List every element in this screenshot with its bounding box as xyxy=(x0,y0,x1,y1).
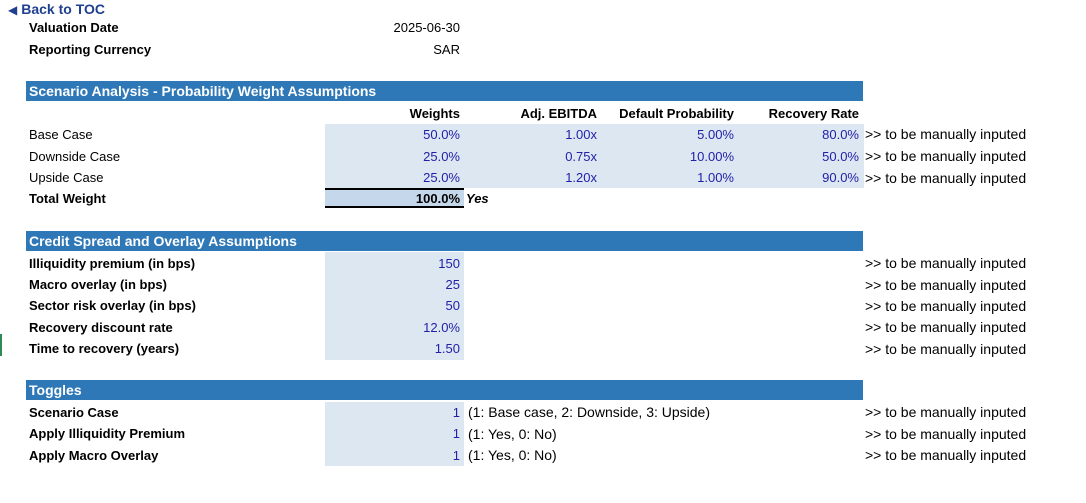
total-weight-check: Yes xyxy=(466,191,489,206)
base-recovery-cell[interactable]: 80.0% xyxy=(822,127,859,142)
illiquidity-premium-label: Illiquidity premium (in bps) xyxy=(29,256,196,271)
upside-recovery-cell[interactable]: 90.0% xyxy=(822,170,859,185)
valuation-date-cell[interactable]: 2025-06-30 xyxy=(393,20,461,35)
reporting-currency-label: Reporting Currency xyxy=(29,42,152,57)
manual-input-note: >> to be manually inputed xyxy=(865,298,1027,314)
time-to-recovery-cell[interactable]: 1.50 xyxy=(434,341,460,356)
row-label-upside-case: Upside Case xyxy=(29,170,104,185)
apply-illiquidity-premium-label: Apply Illiquidity Premium xyxy=(29,426,186,441)
credit-section-header: Credit Spread and Overlay Assumptions xyxy=(26,231,863,251)
toggles-section-header: Toggles xyxy=(26,380,863,400)
sector-risk-overlay-label: Sector risk overlay (in bps) xyxy=(29,298,196,313)
base-pd-cell[interactable]: 5.00% xyxy=(697,127,734,142)
credit-section-title: Credit Spread and Overlay Assumptions xyxy=(29,233,297,249)
base-ebitda-cell[interactable]: 1.00x xyxy=(565,127,597,142)
manual-input-note: >> to be manually inputed xyxy=(865,319,1027,335)
valuation-date-label: Valuation Date xyxy=(29,20,119,35)
back-to-toc-label: Back to TOC xyxy=(21,1,105,17)
col-header-adj-ebitda: Adj. EBITDA xyxy=(520,106,597,121)
col-header-recovery-rate: Recovery Rate xyxy=(768,106,859,121)
illiquidity-premium-cell[interactable]: 150 xyxy=(438,256,460,271)
recovery-discount-rate-cell[interactable]: 12.0% xyxy=(423,320,460,335)
sector-risk-overlay-cell[interactable]: 50 xyxy=(445,298,460,313)
selection-edge-marker xyxy=(0,334,2,356)
apply-macro-overlay-label: Apply Macro Overlay xyxy=(29,448,159,463)
col-header-weights: Weights xyxy=(409,106,460,121)
scenario-case-label: Scenario Case xyxy=(29,405,119,420)
manual-input-note: >> to be manually inputed xyxy=(865,277,1027,293)
manual-input-note: >> to be manually inputed xyxy=(865,341,1027,357)
row-label-base-case: Base Case xyxy=(29,127,93,142)
total-weight-label: Total Weight xyxy=(29,191,106,206)
apply-macro-overlay-cell[interactable]: 1 xyxy=(452,448,460,463)
manual-input-note: >> to be manually inputed xyxy=(865,126,1027,142)
downside-weight-cell[interactable]: 25.0% xyxy=(423,149,460,164)
manual-input-note: >> to be manually inputed xyxy=(865,404,1027,420)
col-header-default-probability: Default Probability xyxy=(619,106,734,121)
scenario-section-header: Scenario Analysis - Probability Weight A… xyxy=(26,81,863,101)
apply-macro-overlay-desc: (1: Yes, 0: No) xyxy=(468,447,557,463)
toggles-section-title: Toggles xyxy=(29,382,82,398)
manual-input-note: >> to be manually inputed xyxy=(865,255,1027,271)
scenario-section-title: Scenario Analysis - Probability Weight A… xyxy=(29,83,377,99)
apply-illiquidity-premium-desc: (1: Yes, 0: No) xyxy=(468,426,557,442)
manual-input-note: >> to be manually inputed xyxy=(865,426,1027,442)
total-weight-box xyxy=(325,188,464,208)
manual-input-note: >> to be manually inputed xyxy=(865,148,1027,164)
base-weight-cell[interactable]: 50.0% xyxy=(423,127,460,142)
downside-ebitda-cell[interactable]: 0.75x xyxy=(565,149,597,164)
macro-overlay-label: Macro overlay (in bps) xyxy=(29,277,167,292)
manual-input-note: >> to be manually inputed xyxy=(865,170,1027,186)
total-weight-cell[interactable]: 100.0% xyxy=(415,191,460,206)
upside-weight-cell[interactable]: 25.0% xyxy=(423,170,460,185)
scenario-case-cell[interactable]: 1 xyxy=(452,405,460,420)
toggles-input-area xyxy=(325,402,464,466)
reporting-currency-cell[interactable]: SAR xyxy=(433,42,460,57)
time-to-recovery-label: Time to recovery (years) xyxy=(29,341,180,356)
upside-pd-cell[interactable]: 1.00% xyxy=(697,170,734,185)
downside-recovery-cell[interactable]: 50.0% xyxy=(822,149,859,164)
row-label-downside-case: Downside Case xyxy=(29,149,121,164)
macro-overlay-cell[interactable]: 25 xyxy=(445,277,460,292)
recovery-discount-rate-label: Recovery discount rate xyxy=(29,320,173,335)
back-to-toc-link[interactable]: ◀ Back to TOC xyxy=(8,1,105,17)
scenario-input-area xyxy=(325,124,864,188)
apply-illiquidity-premium-cell[interactable]: 1 xyxy=(452,426,460,441)
manual-input-note: >> to be manually inputed xyxy=(865,447,1027,463)
scenario-case-desc: (1: Base case, 2: Downside, 3: Upside) xyxy=(468,404,711,420)
credit-input-area xyxy=(325,252,464,360)
downside-pd-cell[interactable]: 10.00% xyxy=(689,149,734,164)
upside-ebitda-cell[interactable]: 1.20x xyxy=(565,170,597,185)
left-triangle-icon: ◀ xyxy=(8,3,18,17)
